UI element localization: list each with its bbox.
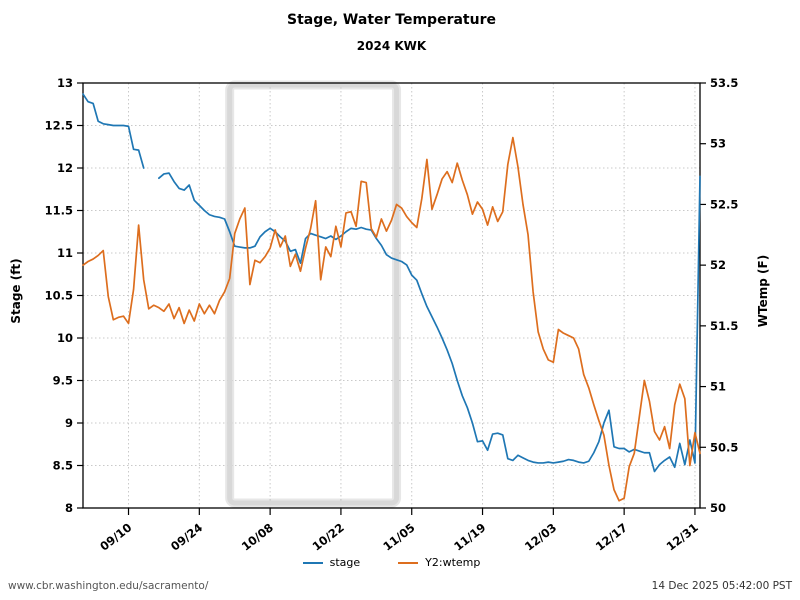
left-tick-label: 11 (57, 246, 73, 260)
series-line-stage (158, 172, 701, 473)
right-tick-label: 50.5 (710, 440, 738, 454)
right-tick-label: 53 (710, 137, 726, 151)
x-tick-label: 10/08 (239, 520, 276, 553)
x-tick-label: 12/17 (593, 520, 630, 553)
left-tick-label: 11.5 (45, 204, 73, 218)
render-timestamp: 14 Dec 2025 05:42:00 PST (651, 580, 792, 592)
left-tick-label: 9 (65, 416, 73, 430)
stage-line-swatch (302, 561, 323, 564)
chart-title: Stage, Water Temperature (287, 12, 496, 28)
legend: stage Y2:wtemp (83, 556, 700, 569)
left-tick-label: 8.5 (53, 459, 73, 473)
selection-rectangle-shadow (225, 80, 402, 508)
right-tick-label: 52.5 (710, 197, 738, 211)
right-tick-label: 50 (710, 501, 726, 515)
x-tick-label: 12/03 (522, 520, 559, 553)
x-tick-label: 11/19 (451, 520, 488, 553)
left-tick-label: 12 (57, 161, 73, 175)
left-tick-label: 8 (65, 501, 73, 515)
left-tick-label: 12.5 (45, 119, 73, 133)
left-tick-label: 10.5 (45, 289, 73, 303)
right-tick-label: 51.5 (710, 319, 738, 333)
x-tick-label: 09/24 (168, 520, 205, 553)
x-tick-label: 09/10 (97, 520, 134, 553)
legend-label-wtemp: Y2:wtemp (425, 556, 481, 569)
left-tick-label: 10 (57, 331, 73, 345)
x-tick-label: 12/31 (664, 520, 701, 553)
source-url: www.cbr.washington.edu/sacramento/ (8, 580, 209, 592)
right-tick-label: 51 (710, 380, 726, 394)
legend-item-wtemp[interactable]: Y2:wtemp (398, 556, 480, 569)
left-tick-label: 9.5 (53, 374, 73, 388)
legend-label-stage: stage (329, 556, 361, 569)
legend-item-stage[interactable]: stage (302, 556, 361, 569)
series-line-stage (82, 93, 145, 169)
left-tick-label: 13 (57, 76, 73, 90)
right-tick-label: 53.5 (710, 76, 738, 90)
x-tick-label: 10/22 (310, 520, 347, 553)
selection-rectangle[interactable] (227, 82, 400, 506)
right-tick-label: 52 (710, 258, 726, 272)
chart-subtitle: 2024 KWK (356, 39, 427, 53)
x-tick-label: 11/05 (380, 520, 417, 553)
series-line-y2-wtemp (82, 136, 701, 502)
wtemp-line-swatch (398, 561, 419, 564)
